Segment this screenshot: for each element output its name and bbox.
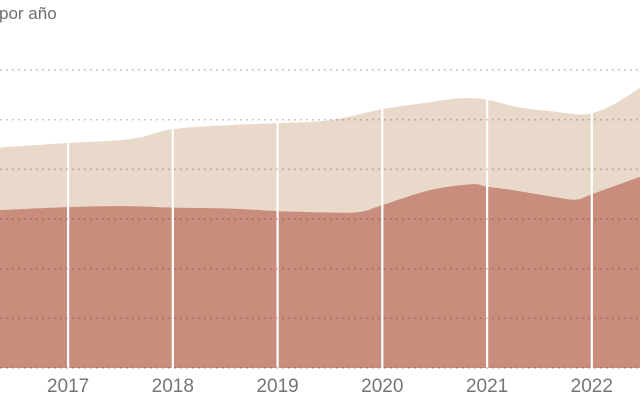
x-tick-label: 2019 xyxy=(256,376,298,397)
x-tick-label: 2020 xyxy=(361,376,403,397)
x-tick-label: 2022 xyxy=(571,376,613,397)
chart-title: por año xyxy=(0,4,57,23)
lower-area-band xyxy=(0,176,640,368)
x-tick-label: 2017 xyxy=(47,376,89,397)
x-tick-label: 2021 xyxy=(466,376,508,397)
x-tick-label: 2018 xyxy=(152,376,194,397)
